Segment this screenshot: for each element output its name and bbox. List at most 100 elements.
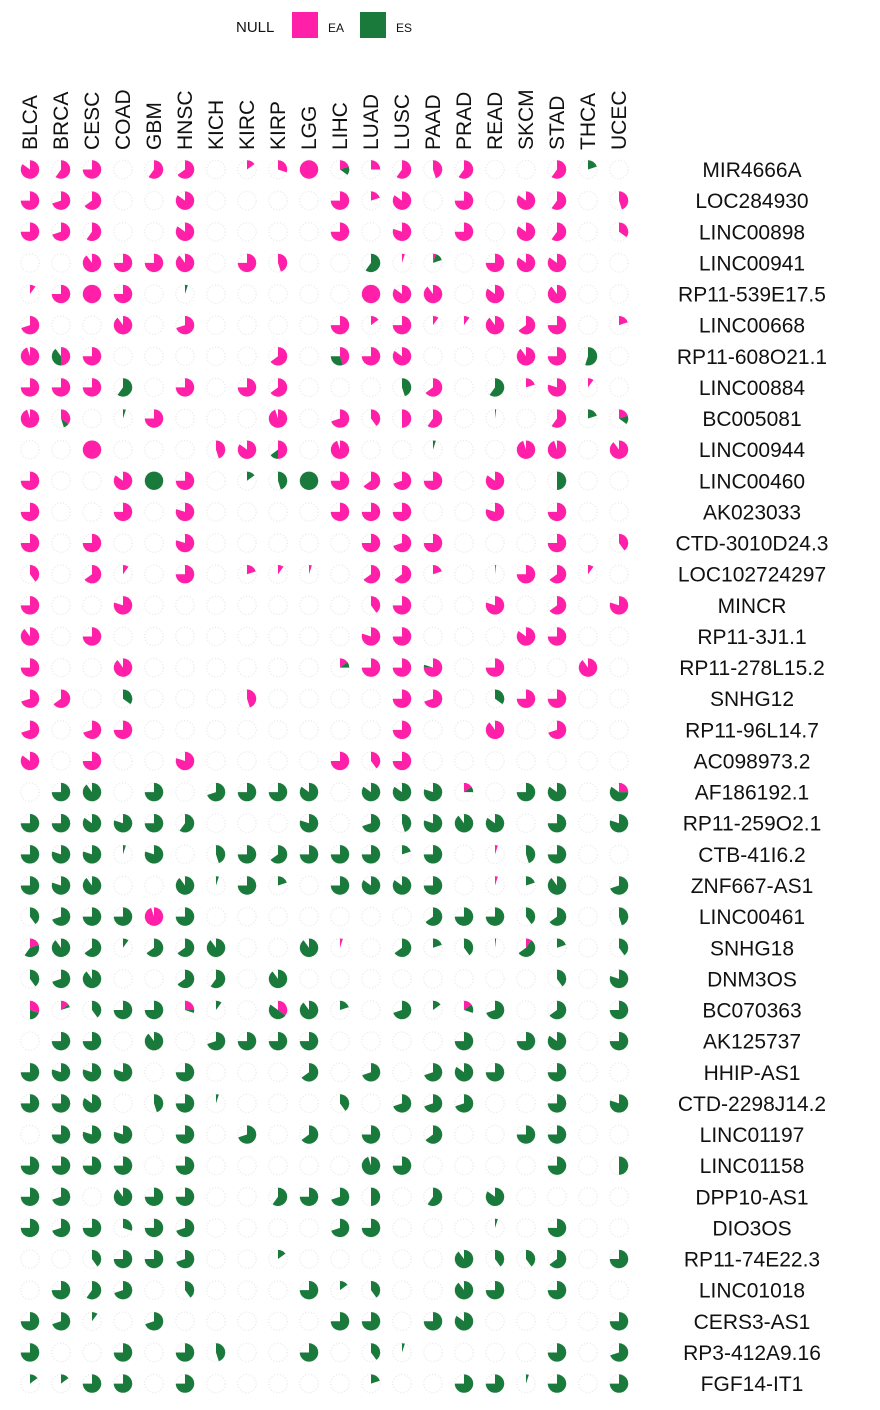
pie-loc284930-kich-base	[206, 190, 226, 211]
pie-znf667-as1-cesc-es-slice	[82, 876, 102, 895]
pie-snhg18-lihc-ea-slice	[340, 938, 343, 948]
pie-af186192-1-kirp-es-slice	[268, 782, 288, 802]
pie-rp11-608o21-1-read-base	[485, 346, 505, 367]
pie-bc070363-kich-es-slice	[216, 1000, 222, 1011]
pie-snhg12-lgg-base	[299, 688, 319, 709]
pie-bc005081-kich-base	[206, 408, 226, 429]
pie-linc00461-brca-es-slice	[52, 907, 71, 926]
pie-linc00944-lgg-base	[299, 439, 319, 460]
pie-linc00941-kirp-ea-slice	[278, 253, 288, 272]
pie-ac098973-2-lgg-base	[299, 751, 319, 771]
pie-rp11-278l15-2-skcm-base	[516, 657, 536, 678]
pie-linc00884-gbm-base	[144, 377, 164, 398]
pie-linc00941-hnsc-ea-slice	[175, 253, 195, 273]
pie-linc00944-stad-ea-slice	[547, 440, 567, 459]
pie-af186192-1-ucec-ea-slice	[619, 782, 629, 793]
pie-fgf14-it1-luad-es-slice	[371, 1374, 380, 1384]
pie-ctb-41i6-2-luad-es-slice	[361, 845, 381, 864]
pie-linc01018-luad-es-slice	[371, 1280, 381, 1298]
pie-snhg18-thca-base	[578, 937, 598, 958]
pie-linc00460-skcm-base	[516, 470, 536, 491]
pie-dio3os-ucec-base	[609, 1218, 629, 1238]
pie-loc102724297-prad-base	[454, 564, 474, 585]
pie-ac098973-2-lusc-ea-slice	[392, 751, 412, 771]
pie-loc102724297-gbm-base	[144, 564, 164, 585]
pie-ac098973-2-luad-ea-slice	[371, 751, 381, 769]
pie-rp11-539e17-5-gbm-base	[144, 284, 164, 304]
pie-linc00944-kich-ea-slice	[216, 440, 226, 459]
pie-linc00668-lusc-ea-slice	[392, 315, 412, 335]
pie-rp11-608o21-1-lihc-ea-slice	[340, 347, 350, 366]
column-label-stad: STAD	[546, 96, 569, 150]
pie-rp3-412a9-16-brca-base	[51, 1342, 71, 1363]
pie-ak125737-lihc-base	[330, 1031, 350, 1052]
pie-rp11-608o21-1-brca-ea-slice	[61, 347, 71, 366]
pie-rp11-259o2-1-ucec-es-slice	[609, 814, 629, 833]
pie-bc005081-lgg-base	[299, 408, 319, 429]
pie-ac098973-2-coad-base	[113, 751, 133, 771]
pie-fgf14-it1-lgg-base	[299, 1373, 319, 1394]
pie-linc00884-read-es-slice	[489, 378, 505, 397]
pie-ak125737-stad-es-slice	[547, 1031, 567, 1051]
pie-bc070363-thca-base	[578, 1000, 598, 1020]
pie-linc00460-kirc-base	[237, 470, 257, 491]
pie-linc00461-kich-base	[206, 906, 226, 927]
pie-mir4666a-prad-ea-slice	[458, 160, 474, 179]
pie-linc01018-hnsc-es-slice	[185, 1280, 195, 1298]
pie-mir4666a-lihc-es-slice	[340, 166, 350, 175]
column-label-paad: PAAD	[422, 94, 445, 150]
pie-linc00941-lusc-ea-slice	[402, 253, 405, 263]
pie-linc00460-kich-base	[206, 470, 226, 491]
pie-linc00460-paad-ea-slice	[423, 471, 443, 490]
pie-linc01197-prad-base	[454, 1124, 474, 1145]
pie-rp11-3j1-1-coad-base	[113, 626, 133, 647]
pie-hhip-as1-hnsc-es-slice	[175, 1063, 195, 1082]
pie-linc00460-lgg-es-slice	[299, 471, 319, 490]
pie-bc070363-skcm-base	[516, 1000, 536, 1020]
pie-linc00460-prad-base	[454, 470, 474, 491]
pie-snhg12-lihc-base	[330, 688, 350, 709]
pie-loc102724297-lusc-ea-slice	[394, 564, 412, 584]
pie-ctb-41i6-2-ucec-base	[609, 844, 629, 865]
pie-rp3-412a9-16-stad-es-slice	[547, 1343, 567, 1362]
pie-rp11-3j1-1-ucec-base	[609, 626, 629, 647]
pie-bc070363-lusc-es-slice	[393, 1000, 412, 1020]
pie-ctd-2298j14-2-cesc-es-slice	[82, 1094, 102, 1113]
legend: NULL EA ES	[236, 12, 412, 38]
pie-ak023033-coad-ea-slice	[113, 502, 133, 522]
pie-dio3os-hnsc-es-slice	[176, 1218, 195, 1238]
pie-linc00941-luad-es-slice	[365, 253, 381, 273]
pie-linc00668-ucec-ea-slice	[619, 315, 628, 326]
pie-rp11-259o2-1-lusc-es-slice	[402, 814, 412, 832]
pie-mincr-lihc-base	[330, 595, 350, 616]
pie-rp11-96l14-7-paad-base	[423, 719, 443, 740]
pie-dio3os-luad-es-slice	[361, 1218, 381, 1238]
pie-ctd-2298j14-2-gbm-es-slice	[154, 1094, 164, 1113]
pie-af186192-1-prad-es-slice	[464, 786, 474, 793]
row-label-rp11-3j1-1: RP11-3J1.1	[697, 626, 806, 649]
pie-ak023033-kirc-base	[237, 502, 257, 522]
pie-loc102724297-cesc-ea-slice	[84, 564, 102, 584]
pie-af186192-1-lgg-es-slice	[299, 782, 319, 802]
pie-ac098973-2-skcm-base	[516, 751, 536, 771]
pie-loc102724297-luad-ea-slice	[363, 564, 381, 584]
pie-linc01158-hnsc-es-slice	[175, 1156, 195, 1175]
pie-dnm3os-cesc-es-slice	[82, 969, 102, 989]
pie-dnm3os-thca-base	[578, 968, 598, 989]
pie-ctd-3010d24-3-coad-base	[113, 533, 133, 553]
pie-dio3os-lihc-es-slice	[331, 1218, 350, 1238]
pie-linc00668-prad-ea-slice	[464, 315, 470, 326]
pie-bc070363-kirp-es-slice	[268, 1004, 286, 1020]
row-label-znf667-as1: ZNF667-AS1	[691, 875, 814, 898]
pie-linc01197-cesc-es-slice	[82, 1125, 102, 1144]
pie-znf667-as1-ucec-es-slice	[610, 876, 629, 895]
pie-ac098973-2-luad-base	[361, 751, 381, 771]
pie-rp11-96l14-7-kirp-base	[268, 719, 288, 740]
pie-znf667-as1-kirc-es-slice	[237, 876, 257, 895]
pie-linc00668-kirp-base	[268, 315, 288, 336]
pie-ctb-41i6-2-blca-es-slice	[20, 845, 40, 864]
pie-cers3-as1-blca-es-slice	[20, 1312, 40, 1331]
pie-rp11-539e17-5-hnsc-es-slice	[185, 284, 188, 295]
pie-ak125737-lusc-base	[392, 1031, 412, 1052]
pie-fgf14-it1-lihc-base	[330, 1373, 350, 1394]
